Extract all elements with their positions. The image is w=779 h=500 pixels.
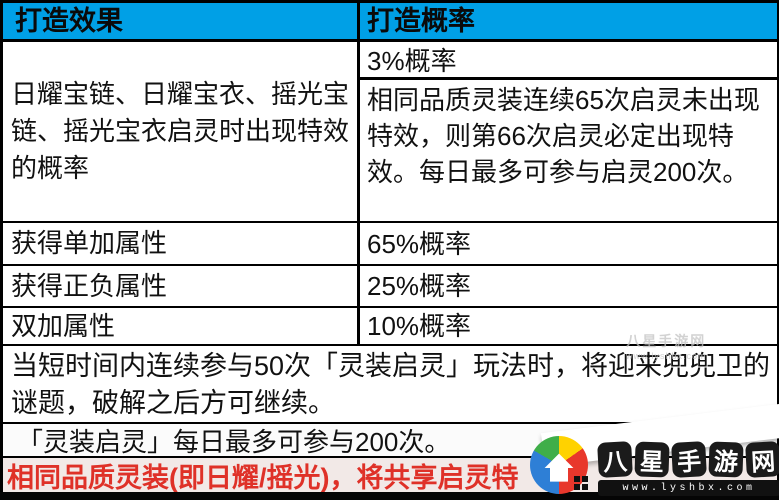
cell-prob-posneg: 25%概率 [367,271,472,302]
pixel-checker-icon [574,476,589,491]
cell-effect-posneg: 获得正负属性 [3,266,360,307]
table-row-single-attr: 获得单加属性 65%概率 [3,223,777,267]
cell-effect-double: 双加属性 [3,308,360,345]
table-row-posneg-attr: 获得正负属性 25%概率 [3,266,777,309]
probability-stack: 3%概率 相同品质灵装连续65次启灵未出现特效，则第66次启灵必定出现特效。每日… [360,42,777,221]
note-puzzle-rule: 当短时间内连续参与50次「灵装启灵」玩法时，将迎来兜兜卫的谜题，破解之后方可继续… [3,346,777,425]
site-name-char: 网 [745,441,779,478]
site-name-badges: 八 星 手 游 网 [597,441,779,478]
cell-prob-double: 10%概率 [367,311,472,342]
cell-prob-3pct: 3%概率 [360,42,777,80]
cell-prob-single: 65%概率 [367,228,472,259]
site-name-char: 星 [634,441,670,478]
site-url-bar: www.lyshbx.com [598,480,779,496]
house-icon [544,453,574,482]
table-header-row: 打造效果 打造概率 [3,3,777,42]
cell-prob-pity-rule: 相同品质灵装连续65次启灵未出现特效，则第66次启灵必定出现特效。每日最多可参与… [367,85,760,187]
cell-effect-single: 获得单加属性 [3,223,360,265]
site-name-char: 游 [708,441,744,478]
site-name-char: 八 [597,441,633,478]
table-row-double-attr: 双加属性 10%概率 [3,308,777,347]
cell-effect-description: 日耀宝链、日耀宝衣、摇光宝链、摇光宝衣启灵时出现特效的概率 [3,42,360,222]
table-row-special-effect: 日耀宝链、日耀宝衣、摇光宝链、摇光宝衣启灵时出现特效的概率 3%概率 相同品质灵… [3,42,777,224]
header-probability: 打造概率 [367,6,475,36]
bottom-black-strip [0,492,779,500]
site-name-char: 手 [671,441,707,478]
header-effect: 打造效果 [3,3,360,39]
site-logo-watermark: 八 星 手 游 网 www.lyshbx.com [524,399,779,500]
